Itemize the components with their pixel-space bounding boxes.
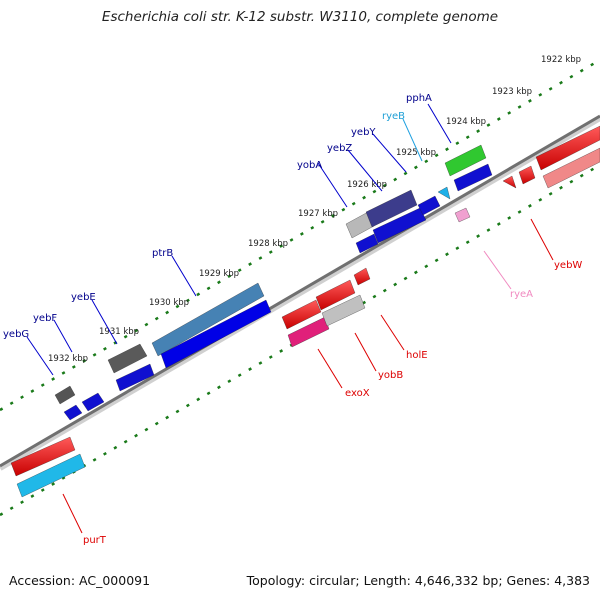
tick-label: 1929 kbp [199,269,239,279]
tick-label: 1922 kbp [541,55,581,65]
gene-leader-lines [26,103,554,534]
gene-label-ptrB: ptrB [152,248,173,259]
tick-label: 1925 kbp [396,148,436,158]
genome-backbone [0,114,600,471]
gene-label-yebY: yebY [351,127,376,138]
upper-scale-track [0,58,600,412]
map-title: Escherichia coli str. K-12 substr. W3110… [101,9,499,25]
tick-label: 1930 kbp [149,298,189,308]
tick-label: 1924 kbp [446,117,486,127]
gene-label-yebE: yebE [71,292,96,303]
tick-label: 1928 kbp [248,239,288,249]
gene-label-yebW: yebW [554,260,582,271]
scale-labels: 1922 kbp 1923 kbp 1924 kbp 1925 kbp 1926… [48,55,581,364]
tick-label: 1927 kbp [298,209,338,219]
forward-gene-blocks [54,144,493,421]
gene-label-ryeB: ryeB [382,111,405,122]
forward-gene-labels: yebG yebF yebE ptrB yobA yebZ yebY ryeB … [3,93,432,340]
gene-label-yebF: yebF [33,313,57,324]
tick-label: 1931 kbp [99,327,139,337]
genome-stats-text: Topology: circular; Length: 4,646,332 bp… [246,573,590,588]
gene-label-pphA: pphA [406,93,432,104]
gene-label-yebG: yebG [3,329,29,340]
gene-label-yobB: yobB [378,370,403,381]
reverse-gene-blocks [10,125,600,498]
accession-text: Accession: AC_000091 [9,573,151,588]
gene-label-holE: holE [406,350,428,361]
tick-label: 1923 kbp [492,87,532,97]
gene-label-yebZ: yebZ [327,143,352,154]
reverse-gene-labels: purT exoX yobB holE ryeA yebW [83,260,582,546]
gene-label-purT: purT [83,535,107,546]
gene-label-yobA: yobA [297,160,322,171]
tick-label: 1932 kbp [48,354,88,364]
tick-label: 1926 kbp [347,180,387,190]
lower-scale-track [0,163,600,517]
gene-label-exoX: exoX [345,388,370,399]
gene-label-ryeA: ryeA [510,289,533,300]
